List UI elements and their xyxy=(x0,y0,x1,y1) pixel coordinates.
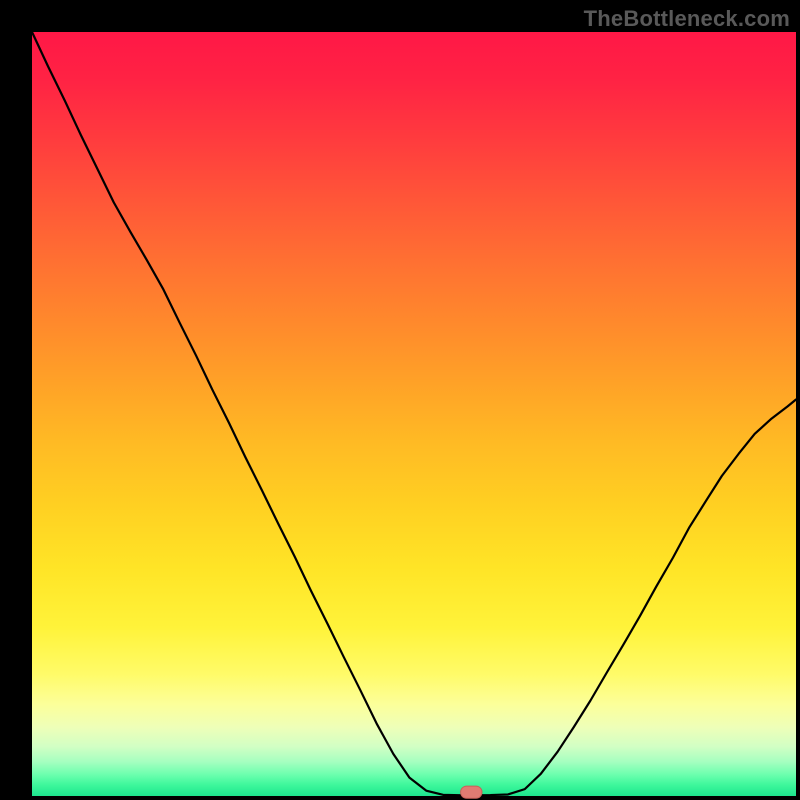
gradient-plot-background xyxy=(32,32,796,796)
optimal-point-marker xyxy=(461,786,482,798)
watermark-text: TheBottleneck.com xyxy=(584,6,790,32)
bottleneck-chart-svg xyxy=(0,0,800,800)
bottleneck-chart-container: TheBottleneck.com xyxy=(0,0,800,800)
